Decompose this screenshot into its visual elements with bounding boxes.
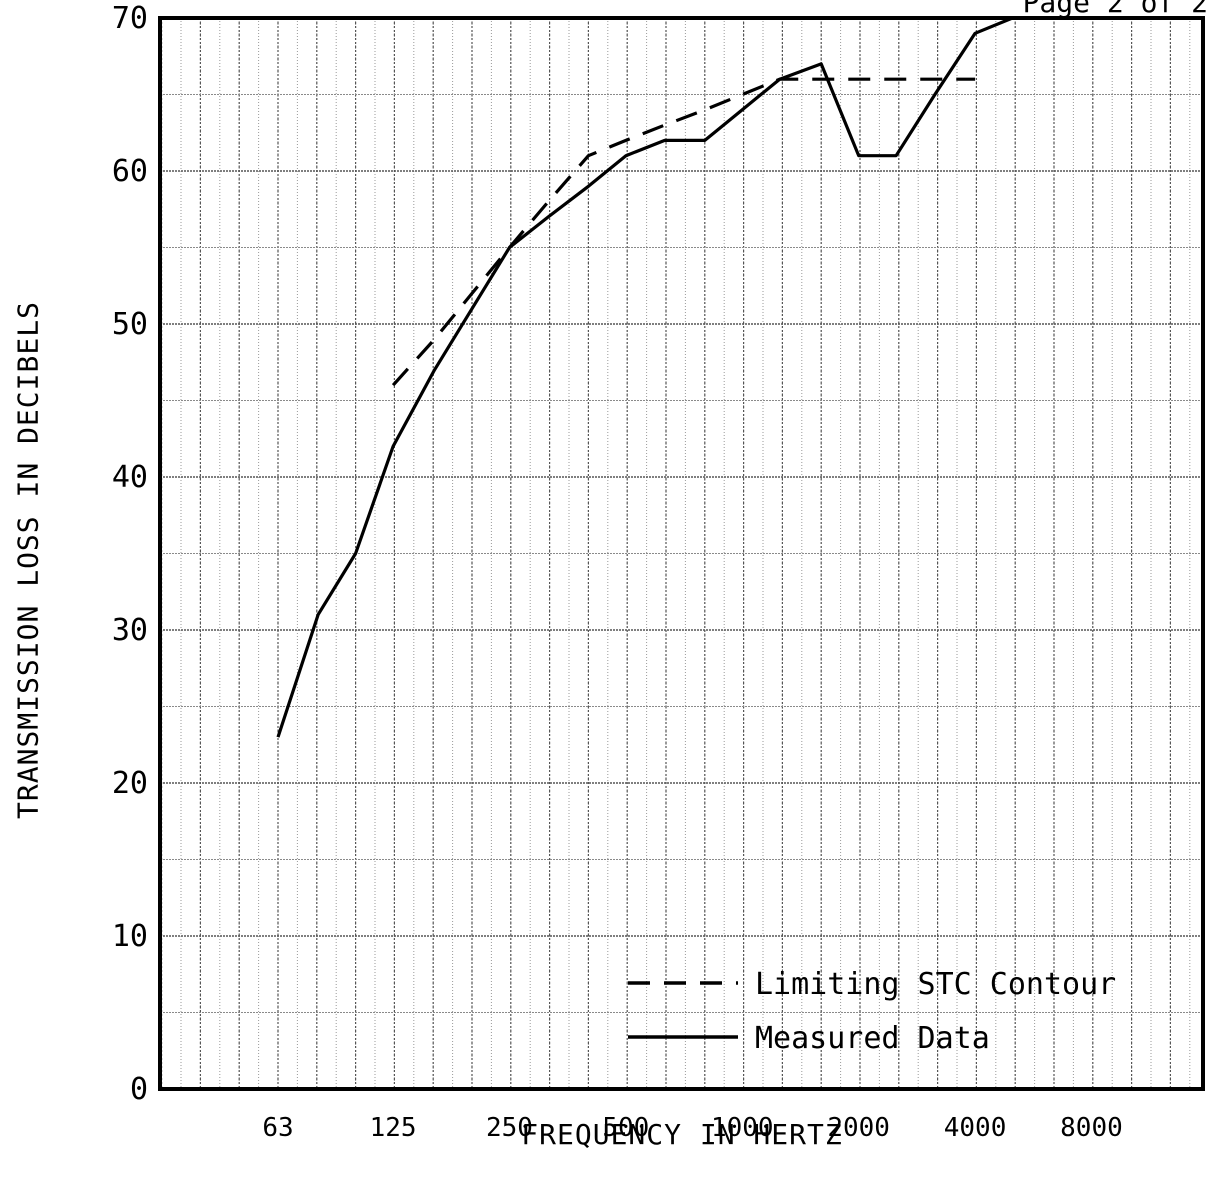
y-tick-label: 20 <box>112 766 148 801</box>
x-axis-label: FREQUENCY IN HERTZ <box>521 1118 843 1151</box>
series-lines <box>276 16 1014 738</box>
page-label: Page 2 of 2 <box>1022 0 1208 19</box>
y-tick-label: 10 <box>112 919 148 954</box>
series-line-limiting-stc-contour <box>391 77 976 387</box>
x-tick-label: 4000 <box>944 1113 1007 1143</box>
plot-frame <box>158 16 1205 1091</box>
x-tick-label: 8000 <box>1060 1113 1123 1143</box>
legend: Limiting STC Contour Measured Data <box>628 967 1116 1056</box>
legend-label: Limiting STC Contour <box>755 967 1116 1002</box>
series-line-measured-data <box>276 16 1014 738</box>
grid-major-lines <box>160 18 1203 1089</box>
x-tick-label: 2000 <box>827 1113 890 1143</box>
y-tick-label: 0 <box>130 1072 148 1107</box>
y-tick-label: 70 <box>112 1 148 36</box>
y-tick-label: 30 <box>112 613 148 648</box>
y-tick-label: 50 <box>112 307 148 342</box>
y-tick-label: 60 <box>112 154 148 189</box>
y-axis-tick-labels: 0 10 20 30 40 50 60 70 <box>112 1 148 1107</box>
x-tick-label: 1000 <box>711 1113 774 1143</box>
y-axis-label: TRANSMISSION LOSS IN DECIBELS <box>11 301 45 819</box>
x-axis-tick-labels: 63 125 250 500 1000 2000 4000 8000 <box>262 1113 1122 1143</box>
y-tick-label: 40 <box>112 460 148 495</box>
legend-label: Measured Data <box>755 1021 990 1056</box>
x-tick-label: 250 <box>486 1113 533 1143</box>
x-tick-label: 500 <box>602 1113 649 1143</box>
x-tick-label: 125 <box>370 1113 417 1143</box>
x-tick-label: 63 <box>262 1113 293 1143</box>
